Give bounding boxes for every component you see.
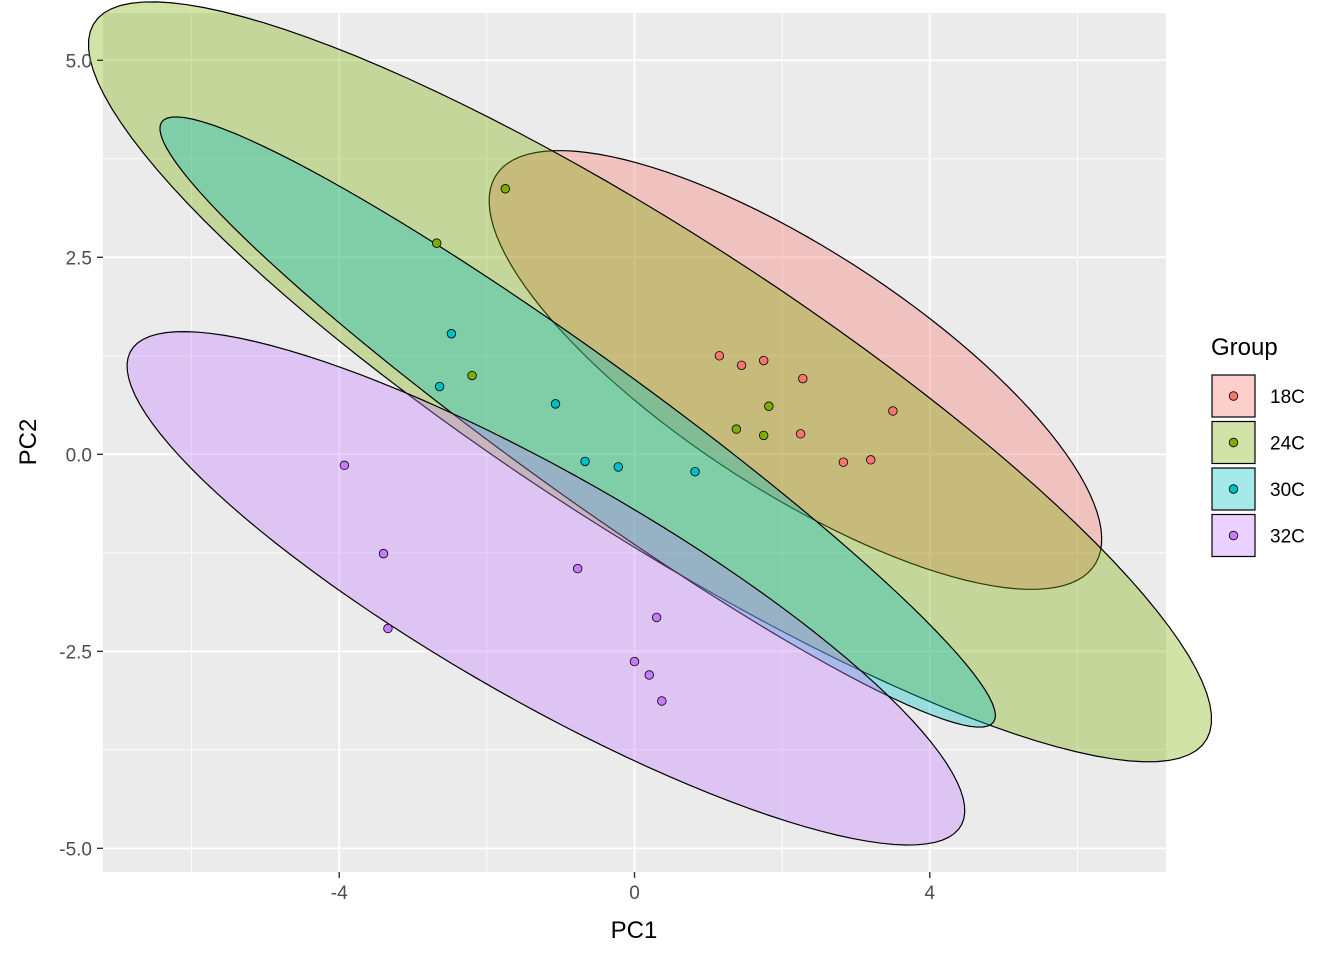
x-axis-title: PC1	[611, 917, 658, 944]
x-tick-label: -4	[331, 883, 348, 904]
point-24C	[731, 424, 742, 434]
point-32C	[378, 548, 389, 559]
point-32C	[651, 612, 662, 623]
point-24C	[467, 370, 477, 381]
y-tick-label: 0.0	[66, 445, 92, 466]
legend-label-24C: 24C	[1270, 434, 1305, 455]
point-18C	[838, 457, 849, 467]
ellipse-32C	[126, 331, 966, 846]
axes: -4 0 4 -5.0 -2.5 0.0 2.5 5.0	[59, 51, 935, 904]
x-tick-label: 0	[629, 883, 640, 904]
point-30C	[613, 462, 623, 472]
point-30C	[446, 329, 457, 339]
point-24C	[764, 401, 774, 411]
point-32C	[339, 460, 350, 471]
ellipse-18C	[488, 150, 1103, 590]
legend-point-30C	[1228, 484, 1239, 494]
point-18C	[714, 351, 725, 361]
legend-key-30C	[1211, 467, 1256, 511]
legend-label-30C: 30C	[1270, 480, 1305, 501]
ellipse-24C	[87, 1, 1213, 763]
legend-label-32C: 32C	[1270, 527, 1305, 548]
y-tick-label: 5.0	[66, 51, 92, 72]
point-24C	[758, 430, 769, 441]
point-32C	[629, 656, 640, 667]
x-tick-label: 4	[924, 883, 935, 904]
point-32C	[657, 696, 667, 706]
legend-label-18C: 18C	[1270, 387, 1305, 408]
legend-point-18C	[1228, 391, 1239, 401]
point-30C	[434, 381, 445, 392]
legend-key-18C	[1211, 374, 1256, 418]
point-18C	[888, 406, 898, 416]
major-gridlines	[103, 13, 1166, 872]
y-tick-label: -5.0	[59, 839, 92, 860]
legend-point-32C	[1228, 530, 1239, 541]
point-18C	[795, 429, 806, 439]
legend-title: Group	[1211, 334, 1278, 361]
point-18C	[736, 360, 747, 370]
data-points	[339, 184, 898, 706]
ellipse-30C	[159, 116, 996, 728]
point-32C	[572, 563, 583, 574]
legend-point-24C	[1228, 437, 1239, 448]
point-24C	[431, 238, 442, 248]
point-30C	[690, 466, 700, 477]
point-30C	[580, 456, 590, 467]
legend: Group 18C 24C 30C 32C	[1211, 334, 1305, 558]
y-tick-label: -2.5	[59, 642, 92, 663]
y-tick-label: 2.5	[66, 248, 92, 269]
point-18C	[866, 455, 876, 465]
point-18C	[758, 355, 769, 366]
point-32C	[383, 623, 393, 634]
y-axis-title: PC2	[15, 419, 42, 466]
point-30C	[550, 399, 561, 409]
point-32C	[644, 670, 654, 680]
point-24C	[500, 184, 511, 194]
point-18C	[798, 373, 808, 384]
confidence-ellipses	[87, 1, 1213, 846]
